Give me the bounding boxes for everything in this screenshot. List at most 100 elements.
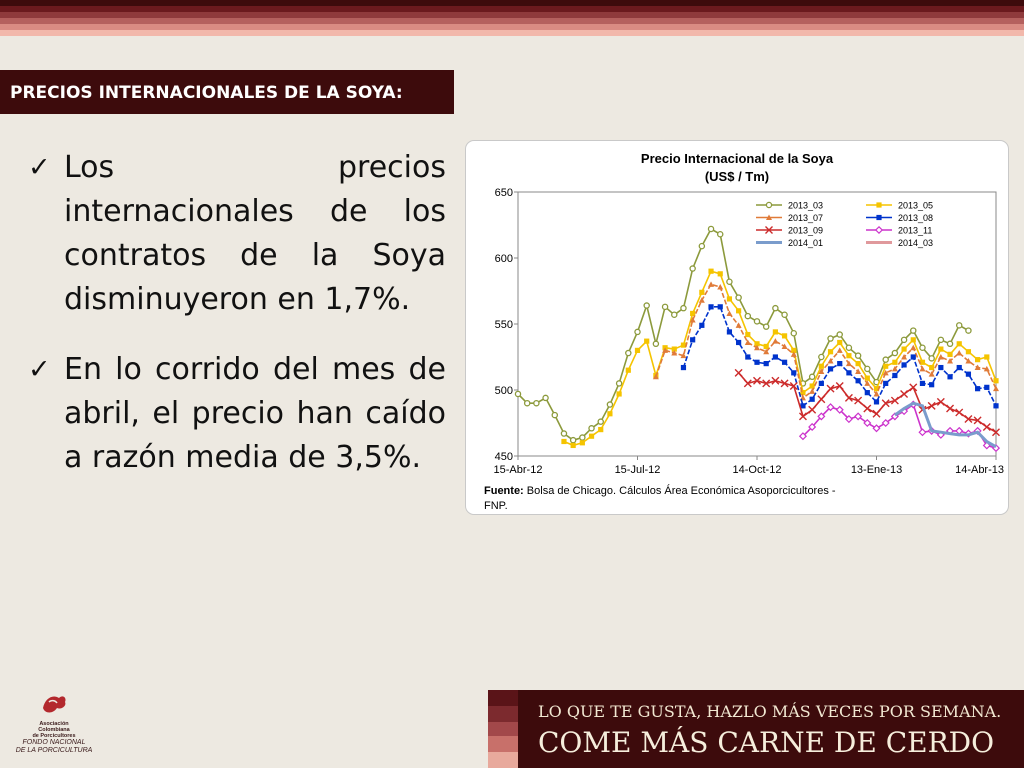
- series-line: [802, 403, 997, 449]
- data-point: [726, 329, 733, 335]
- data-point: [846, 353, 852, 359]
- checkmark-icon: ✓: [28, 152, 51, 183]
- x-tick-label: 13-Ene-13: [851, 464, 902, 476]
- data-point: [919, 365, 926, 372]
- data-point: [808, 373, 816, 381]
- data-point: [780, 379, 789, 388]
- data-point: [901, 354, 908, 360]
- data-point: [791, 347, 797, 353]
- data-point: [827, 357, 834, 364]
- data-point: [772, 338, 779, 344]
- data-point: [616, 391, 622, 397]
- data-point: [956, 350, 963, 356]
- legend-entry: 2013_09: [756, 226, 823, 236]
- data-point: [872, 424, 881, 433]
- data-point: [736, 308, 742, 314]
- data-point: [735, 322, 742, 328]
- data-point: [929, 382, 935, 388]
- data-point: [625, 367, 631, 373]
- series-2014_01: [894, 401, 997, 449]
- x-tick-label: 15-Abr-12: [494, 464, 543, 476]
- data-point: [763, 361, 769, 367]
- data-point: [956, 341, 962, 347]
- data-point: [900, 336, 908, 344]
- legend-label: 2013_05: [898, 201, 933, 211]
- data-point: [826, 403, 835, 412]
- data-point: [680, 342, 687, 348]
- series-2013_08: [680, 304, 999, 409]
- data-point: [965, 349, 972, 355]
- data-point: [671, 311, 678, 319]
- pig-logo-icon: [43, 696, 66, 713]
- data-point: [919, 344, 926, 352]
- data-point: [726, 278, 733, 286]
- data-point: [901, 346, 907, 352]
- source-text-cont: FNP.: [484, 500, 508, 512]
- data-point: [910, 337, 916, 343]
- data-point: [743, 379, 752, 388]
- data-point: [937, 336, 945, 344]
- data-point: [883, 380, 889, 386]
- data-point: [892, 372, 898, 379]
- footer-banner: LO QUE TE GUSTA, HAZLO MÁS VECES POR SEM…: [488, 690, 1024, 768]
- logo-text-3: de Porcicultores: [32, 733, 76, 739]
- data-point: [707, 225, 715, 233]
- data-point: [717, 271, 723, 277]
- data-point: [579, 434, 586, 441]
- series-2013_05: [561, 268, 999, 449]
- slogan-line-1: LO QUE TE GUSTA, HAZLO MÁS VECES POR SEM…: [538, 702, 1002, 721]
- bullet-item: ✓ Los precios internacionales de los con…: [28, 146, 446, 322]
- data-point: [873, 386, 880, 392]
- data-point: [881, 399, 890, 408]
- data-point: [844, 393, 853, 402]
- data-point: [975, 386, 981, 392]
- data-point: [671, 350, 678, 356]
- data-point: [817, 395, 826, 404]
- data-point: [863, 404, 872, 413]
- data-point: [644, 338, 650, 344]
- data-point: [781, 343, 788, 349]
- data-point: [523, 399, 531, 407]
- data-point: [588, 433, 595, 439]
- data-point: [835, 405, 844, 414]
- y-tick-label: 650: [495, 187, 513, 199]
- data-point: [993, 378, 999, 384]
- data-point: [735, 294, 742, 301]
- data-point: [579, 440, 585, 446]
- data-point: [753, 376, 761, 385]
- data-point: [754, 341, 760, 347]
- legend-entry: 2014_03: [866, 238, 933, 248]
- data-point: [818, 368, 825, 375]
- data-point: [837, 339, 843, 346]
- series-line: [894, 401, 997, 449]
- data-point: [809, 396, 815, 402]
- data-point: [900, 389, 909, 398]
- chart-card: Precio Internacional de la Soya (US$ / T…: [465, 140, 1009, 515]
- data-point: [607, 411, 613, 417]
- data-point: [772, 304, 779, 312]
- data-point: [634, 347, 641, 353]
- data-point: [827, 349, 834, 355]
- data-point: [974, 364, 981, 371]
- chart-subtitle: (US$ / Tm): [705, 169, 769, 184]
- data-point: [652, 340, 660, 348]
- data-point: [817, 412, 826, 421]
- data-point: [955, 322, 963, 329]
- data-point: [964, 415, 973, 424]
- data-point: [864, 365, 871, 373]
- data-point: [551, 411, 559, 419]
- data-point: [863, 418, 872, 428]
- chart-source-cont: FNP.: [484, 500, 508, 512]
- data-point: [708, 304, 714, 310]
- data-point: [873, 399, 880, 405]
- legend-label: 2013_09: [788, 226, 823, 236]
- data-point: [699, 289, 705, 295]
- data-point: [835, 382, 844, 391]
- data-point: [876, 214, 882, 221]
- data-point: [771, 376, 780, 385]
- chart-source: Fuente: Bolsa de Chicago. Cálculos Área …: [484, 484, 836, 497]
- data-point: [744, 339, 751, 345]
- legend-label: 2013_07: [788, 213, 823, 223]
- top-stripes: [0, 0, 1024, 37]
- data-point: [708, 281, 715, 287]
